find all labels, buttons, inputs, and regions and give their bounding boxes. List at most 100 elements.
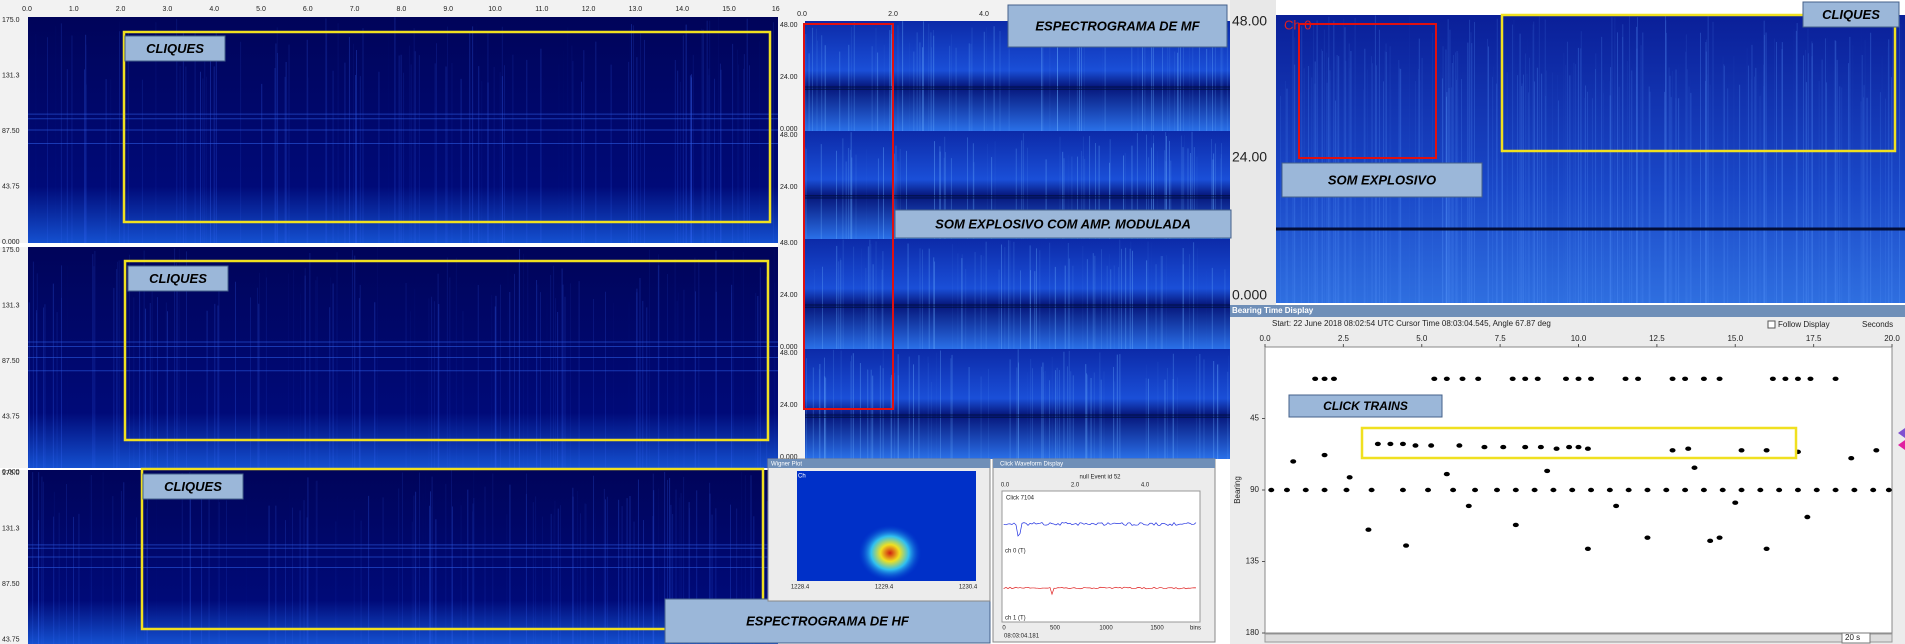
click-detection: [1431, 377, 1437, 381]
x-tick-label: 17.5: [1806, 334, 1822, 343]
click-detection: [1804, 515, 1810, 519]
click-detection: [1494, 488, 1500, 492]
click-detection: [1284, 488, 1290, 492]
mf-freq-tick: 48.00: [780, 240, 798, 247]
click-detection: [1450, 488, 1456, 492]
hf-annotation: CLIQUES: [146, 41, 204, 56]
click-detection: [1403, 543, 1409, 547]
click-detection: [1757, 488, 1763, 492]
click-detection: [1626, 488, 1632, 492]
mf-freq-tick: 24.00: [780, 74, 798, 81]
click-detection: [1500, 445, 1506, 449]
bearing-annotation: CLICK TRAINS: [1323, 399, 1408, 413]
x-tick-label: 15.0: [1727, 334, 1743, 343]
click-detection: [1739, 488, 1745, 492]
click-detection: [1347, 475, 1353, 479]
click-detection: [1532, 488, 1538, 492]
y-tick-label: 90: [1250, 485, 1259, 494]
click-detection: [1585, 547, 1591, 551]
click-detection: [1764, 448, 1770, 452]
mf-freq-tick: 24.00: [780, 184, 798, 191]
lf-freq-tick: 24.00: [1232, 149, 1267, 165]
wave-top-tick: 4.0: [1141, 483, 1150, 489]
click-detection: [1776, 488, 1782, 492]
click-detection: [1412, 443, 1418, 447]
click-detection: [1613, 504, 1619, 508]
click-detection: [1663, 488, 1669, 492]
wigner-blob: [845, 505, 935, 585]
click-detection: [1644, 488, 1650, 492]
mf-annotation: SOM EXPLOSIVO COM AMP. MODULADA: [935, 216, 1191, 231]
click-detection: [1466, 504, 1472, 508]
mf-freq-tick: 48.00: [780, 350, 798, 357]
click-detection: [1554, 446, 1560, 450]
click-detection: [1481, 445, 1487, 449]
click-detection: [1365, 528, 1371, 532]
hf-annotation: CLIQUES: [149, 271, 207, 286]
click-detection: [1739, 448, 1745, 452]
click-detection: [1569, 488, 1575, 492]
mf-strip: [805, 349, 1230, 459]
click-detection: [1290, 459, 1296, 463]
mf-time-tick: 0.0: [797, 11, 807, 18]
click-detection: [1764, 547, 1770, 551]
follow-label: Follow Display: [1778, 320, 1830, 329]
click-detection: [1682, 377, 1688, 381]
follow-checkbox[interactable]: [1768, 321, 1775, 328]
hf-freq-tick: 87.50: [2, 581, 20, 588]
y-tick-label: 135: [1246, 557, 1260, 566]
click-detection: [1444, 377, 1450, 381]
click-detection: [1428, 443, 1434, 447]
click-detection: [1576, 445, 1582, 449]
click-detection: [1670, 448, 1676, 452]
click-detection: [1456, 443, 1462, 447]
click-detection: [1782, 377, 1788, 381]
click-detection: [1460, 377, 1466, 381]
click-detection: [1268, 488, 1274, 492]
y-axis-label: Bearing: [1233, 476, 1242, 504]
hf-time-tick: 2.0: [116, 6, 126, 13]
x-tick-label: 5.0: [1416, 334, 1428, 343]
hf-time-tick: 16: [772, 6, 780, 13]
click-label: Click 7104: [1006, 496, 1035, 502]
units-label: Seconds: [1862, 320, 1893, 329]
hf-label-col: [0, 470, 28, 644]
click-detection: [1322, 488, 1328, 492]
click-detection: [1513, 523, 1519, 527]
click-detection: [1635, 377, 1641, 381]
window-titlebar: [1230, 305, 1905, 317]
click-detection: [1510, 377, 1516, 381]
lf-freq-tick: 48.00: [1232, 13, 1267, 29]
wave-bottom-tick: 1500: [1150, 626, 1164, 632]
hf-freq-tick: 0.000: [2, 239, 20, 246]
click-detection: [1585, 446, 1591, 450]
click-detection: [1701, 488, 1707, 492]
hf-time-tick: 5.0: [256, 6, 266, 13]
screenshot: 0.01.02.03.04.05.06.07.08.09.010.011.012…: [0, 0, 1905, 644]
click-detection: [1814, 488, 1820, 492]
x-tick-label: 12.5: [1649, 334, 1665, 343]
channel-label: ch 0 (T): [1005, 549, 1026, 555]
click-detection: [1331, 377, 1337, 381]
hf-freq-tick: 175.0: [2, 470, 20, 477]
click-detection: [1312, 377, 1318, 381]
click-detection: [1833, 488, 1839, 492]
scrollbar[interactable]: [1265, 634, 1892, 642]
hf-time-tick: 3.0: [163, 6, 173, 13]
lf-freq-tick: 0.000: [1232, 287, 1267, 303]
click-detection: [1707, 539, 1713, 543]
mf-time-tick: 4.0: [979, 11, 989, 18]
x-tick-label: 20.0: [1884, 334, 1900, 343]
hf-time-tick: 9.0: [443, 6, 453, 13]
hf-freq-tick: 175.0: [2, 17, 20, 24]
hf-freq-tick: 87.50: [2, 128, 20, 135]
x-tick-label: 10.0: [1571, 334, 1587, 343]
click-detection: [1522, 445, 1528, 449]
window-title: Bearing Time Display: [1232, 306, 1314, 315]
hf-time-tick: 7.0: [350, 6, 360, 13]
click-detection: [1322, 453, 1328, 457]
click-detection: [1873, 448, 1879, 452]
hf-freq-tick: 43.75: [2, 183, 20, 190]
x-tick-label: 2.5: [1338, 334, 1350, 343]
click-detection: [1387, 442, 1393, 446]
